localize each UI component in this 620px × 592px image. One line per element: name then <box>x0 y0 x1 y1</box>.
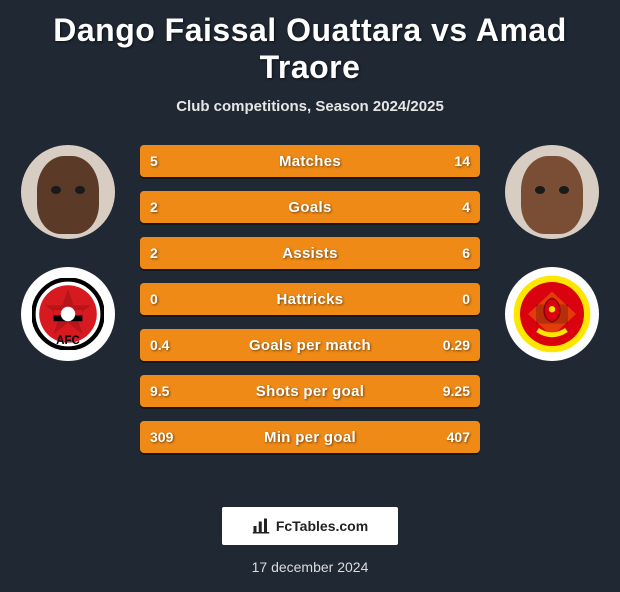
stat-label: Shots per goal <box>256 383 364 400</box>
afc-bournemouth-badge-icon: AFC <box>32 278 104 350</box>
player-right-avatar <box>505 145 599 239</box>
stat-right-value: 0.29 <box>443 337 470 353</box>
stat-row-goals: 2 Goals 4 <box>140 191 480 223</box>
left-column: AFC <box>8 145 128 361</box>
face-icon <box>521 156 583 234</box>
svg-text:AFC: AFC <box>56 335 80 347</box>
stat-label: Goals <box>288 199 331 216</box>
stat-row-assists: 2 Assists 6 <box>140 237 480 269</box>
stat-label: Assists <box>282 245 337 262</box>
stat-right-value: 0 <box>462 291 470 307</box>
stat-left-value: 2 <box>150 199 158 215</box>
stat-right-value: 9.25 <box>443 383 470 399</box>
page-title: Dango Faissal Ouattara vs Amad Traore <box>0 12 620 86</box>
club-left-badge: AFC <box>21 267 115 361</box>
face-icon <box>37 156 99 234</box>
club-right-badge <box>505 267 599 361</box>
stat-bars: 5 Matches 14 2 Goals 4 2 Assists 6 0 Hat… <box>140 145 480 453</box>
stat-left-value: 2 <box>150 245 158 261</box>
fctables-logo: FcTables.com <box>222 507 398 545</box>
stat-label: Matches <box>279 153 341 170</box>
subtitle: Club competitions, Season 2024/2025 <box>0 98 620 115</box>
stat-right-value: 407 <box>447 429 470 445</box>
date-label: 17 december 2024 <box>0 559 620 575</box>
stat-label: Hattricks <box>277 291 344 308</box>
stat-row-matches: 5 Matches 14 <box>140 145 480 177</box>
right-column <box>492 145 612 361</box>
player-left-avatar <box>21 145 115 239</box>
stat-left-value: 0.4 <box>150 337 169 353</box>
stat-row-goals-per-match: 0.4 Goals per match 0.29 <box>140 329 480 361</box>
bar-chart-icon <box>252 517 270 535</box>
stat-label: Min per goal <box>264 429 356 446</box>
stat-right-value: 6 <box>462 245 470 261</box>
stat-left-value: 0 <box>150 291 158 307</box>
stat-left-value: 309 <box>150 429 173 445</box>
stat-row-shots-per-goal: 9.5 Shots per goal 9.25 <box>140 375 480 407</box>
comparison-panel: AFC 5 Matche <box>0 145 620 485</box>
stat-label: Goals per match <box>249 337 371 354</box>
stat-row-min-per-goal: 309 Min per goal 407 <box>140 421 480 453</box>
stat-row-hattricks: 0 Hattricks 0 <box>140 283 480 315</box>
stat-right-value: 4 <box>462 199 470 215</box>
stat-left-value: 5 <box>150 153 158 169</box>
stat-left-value: 9.5 <box>150 383 169 399</box>
stat-right-value: 14 <box>454 153 470 169</box>
manchester-united-badge-icon <box>512 274 592 354</box>
footer-logo-text: FcTables.com <box>276 518 368 534</box>
